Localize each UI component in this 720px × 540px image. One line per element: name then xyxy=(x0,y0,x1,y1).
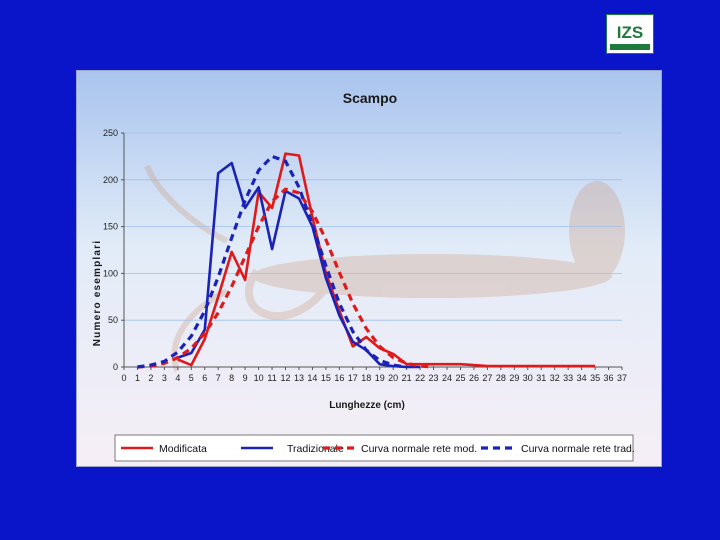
x-tick-label: 11 xyxy=(267,373,276,383)
legend-box xyxy=(114,434,634,462)
x-tick-label: 10 xyxy=(254,373,264,383)
x-tick-label: 21 xyxy=(402,373,412,383)
x-tick-label: 9 xyxy=(243,373,248,383)
x-tick-label: 17 xyxy=(348,373,358,383)
x-tick-label: 34 xyxy=(577,373,587,383)
chart-title: Scampo xyxy=(343,90,397,106)
series-line-4 xyxy=(137,154,407,369)
y-tick-label: 200 xyxy=(103,175,118,185)
x-tick-label: 29 xyxy=(509,373,519,383)
x-tick-label: 20 xyxy=(388,373,398,383)
x-tick-label: 24 xyxy=(442,373,452,383)
x-tick-label: 14 xyxy=(307,373,317,383)
x-tick-label: 1 xyxy=(135,373,140,383)
x-tick-label: 23 xyxy=(429,373,439,383)
x-tick-label: 26 xyxy=(469,373,479,383)
x-tick-label: 18 xyxy=(361,373,371,383)
series-line-2 xyxy=(177,161,421,369)
x-tick-label: 25 xyxy=(455,373,465,383)
x-tick-label: 4 xyxy=(175,373,180,383)
x-tick-label: 2 xyxy=(148,373,153,383)
x-tick-label: 27 xyxy=(482,373,492,383)
x-tick-label: 30 xyxy=(523,373,533,383)
grid xyxy=(124,132,622,321)
y-tick-label: 50 xyxy=(108,315,118,325)
x-tick-label: 37 xyxy=(617,373,627,383)
y-ticks: 0 50 100 150 200 250 xyxy=(103,128,124,372)
x-tick-label: 32 xyxy=(550,373,560,383)
y-tick-label: 0 xyxy=(113,362,118,372)
legend-label: Curva normale rete mod. xyxy=(361,443,477,455)
x-tick-label: 19 xyxy=(375,373,385,383)
x-tick-label: 12 xyxy=(281,373,291,383)
chart-panel: Scampo 0 50 100 150 200 250 0 1 2 3 4 5 6 7 8 9 10 11 12 1… xyxy=(76,70,662,467)
x-tick-label: 5 xyxy=(189,373,194,383)
x-tick-label: 6 xyxy=(202,373,207,383)
x-tick-label: 0 xyxy=(121,373,126,383)
x-tick-label: 36 xyxy=(604,373,614,383)
x-axis-label: Lunghezze (cm) xyxy=(329,400,405,411)
x-tick-label: 35 xyxy=(590,373,600,383)
y-tick-label: 250 xyxy=(103,128,118,138)
x-ticks: 0 1 2 3 4 5 6 7 8 9 10 11 12 13 14 15 16 17 18 19 20 21 22 23 24… xyxy=(121,367,627,383)
series-line-3 xyxy=(137,187,434,369)
x-tick-label: 8 xyxy=(229,373,234,383)
series-line-1 xyxy=(177,152,596,368)
y-axis-label: Numero esemplari xyxy=(92,240,103,346)
y-tick-label: 100 xyxy=(103,268,118,278)
x-tick-label: 16 xyxy=(334,373,344,383)
izs-logo: IZS xyxy=(605,13,655,55)
x-tick-label: 31 xyxy=(536,373,546,383)
axes xyxy=(123,133,622,368)
x-tick-label: 7 xyxy=(216,373,221,383)
legend-label: Curva normale rete trad. xyxy=(521,443,635,455)
legend: Modificata Tradizionale Curva normale rete… xyxy=(114,434,635,462)
x-tick-label: 22 xyxy=(415,373,425,383)
legend-label: Tradizionale xyxy=(287,443,344,455)
x-tick-label: 28 xyxy=(496,373,506,383)
svg-text:IZS: IZS xyxy=(617,23,643,42)
x-tick-label: 15 xyxy=(321,373,331,383)
y-tick-label: 150 xyxy=(103,222,118,232)
x-tick-label: 33 xyxy=(563,373,573,383)
x-tick-label: 3 xyxy=(162,373,167,383)
legend-label: Modificata xyxy=(159,443,207,455)
lobster-background-image xyxy=(144,164,625,372)
series xyxy=(137,152,596,369)
x-tick-label: 13 xyxy=(294,373,304,383)
